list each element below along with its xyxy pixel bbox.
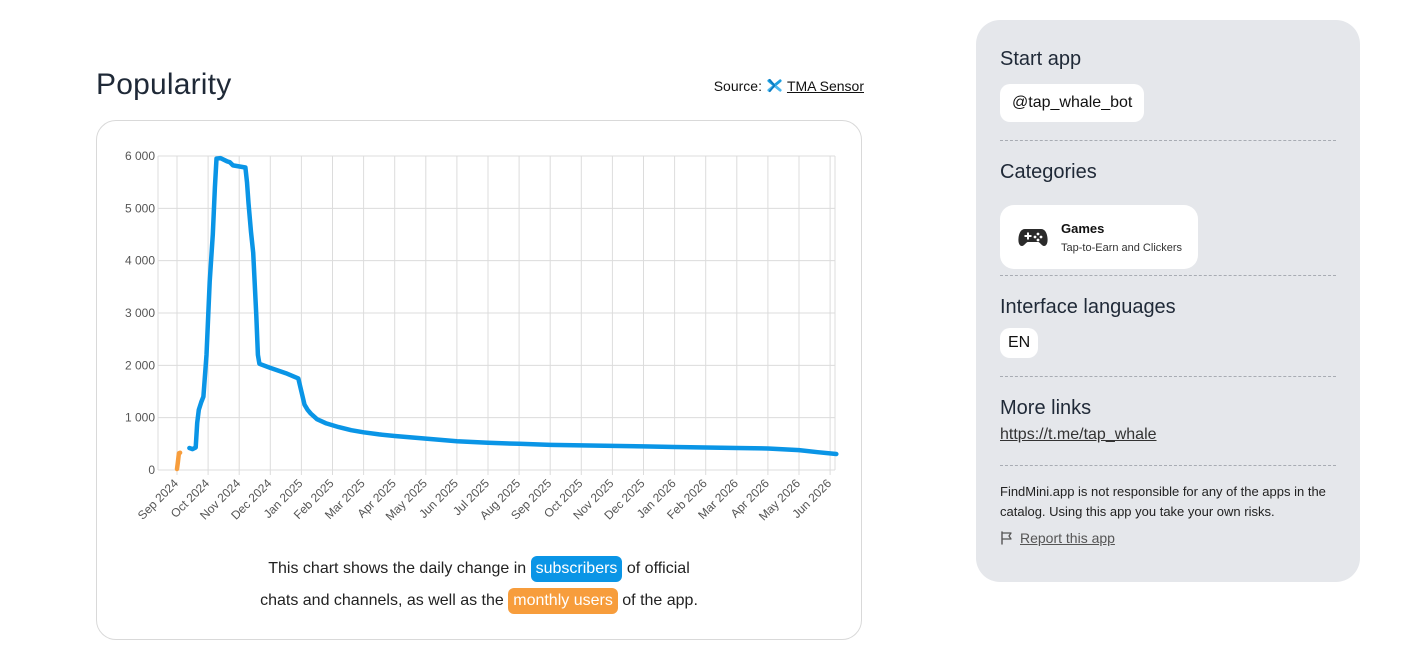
source-label: Source: (713, 77, 762, 94)
language-badge: EN (1000, 328, 1039, 358)
popularity-chart-card: 6 000 5 000 4 000 3 000 2 000 1 000 0 Sep 2024 O… (96, 120, 862, 640)
category-card-games[interactable]: Games Tap-to-Earn and Clickers (1000, 205, 1198, 269)
category-name: Games (1061, 220, 1105, 236)
flag-icon (1001, 531, 1012, 545)
divider (1000, 140, 1336, 141)
y-tick-label: 5 000 (125, 201, 155, 215)
app-info-panel: Start app @tap_whale_bot Categories Game… (976, 20, 1360, 582)
monthly-users-legend-chip[interactable]: monthly users (508, 588, 618, 614)
languages-section: Interface languages EN (1000, 296, 1336, 358)
source-attribution: Source: TMA Sensor (714, 77, 864, 94)
categories-section: Categories Games Tap-to-Earn and Clicker… (1000, 161, 1336, 269)
categories-heading: Categories (1000, 161, 1097, 183)
caption-text-4: of the app. (622, 592, 698, 609)
y-tick-label: 3 000 (125, 306, 155, 320)
source-link[interactable]: TMA Sensor (786, 77, 864, 94)
y-tick-label: 0 (148, 463, 155, 477)
subscribers-legend-chip[interactable]: subscribers (530, 556, 623, 582)
report-app-link[interactable]: Report this app (1000, 530, 1336, 546)
divider (1000, 376, 1336, 377)
divider (1000, 275, 1336, 276)
y-tick-label: 4 000 (125, 254, 155, 268)
tma-sensor-icon (767, 78, 782, 93)
disclaimer-text: FindMini.app is not responsible for any … (1000, 484, 1326, 519)
languages-heading: Interface languages (1000, 296, 1176, 318)
more-links-section: More links https://t.me/tap_whale (1000, 397, 1336, 443)
caption-text-3: chats and channels, as well as the (260, 592, 504, 609)
subscribers-line (187, 155, 839, 457)
bot-username-button[interactable]: @tap_whale_bot (1000, 84, 1145, 122)
divider (1000, 465, 1336, 466)
y-tick-label: 6 000 (125, 149, 155, 163)
caption-text-1: This chart shows the daily change in (268, 560, 527, 577)
monthly-users-line (174, 450, 183, 472)
telegram-link[interactable]: https://t.me/tap_whale (1000, 426, 1157, 443)
more-links-heading: More links (1000, 397, 1092, 419)
start-app-heading: Start app (1000, 48, 1082, 70)
disclaimer-section: FindMini.app is not responsible for any … (1000, 482, 1336, 546)
y-tick-label: 2 000 (125, 358, 155, 372)
start-app-section: Start app @tap_whale_bot (1000, 48, 1336, 122)
chart-caption: This chart shows the daily change in sub… (97, 553, 861, 617)
page-title: Popularity (96, 68, 232, 101)
y-tick-label: 1 000 (125, 411, 155, 425)
gamepad-icon (1018, 229, 1048, 246)
caption-text-2: of official (626, 560, 690, 577)
category-subtitle: Tap-to-Earn and Clickers (1061, 241, 1183, 254)
report-app-label: Report this app (1020, 530, 1115, 546)
